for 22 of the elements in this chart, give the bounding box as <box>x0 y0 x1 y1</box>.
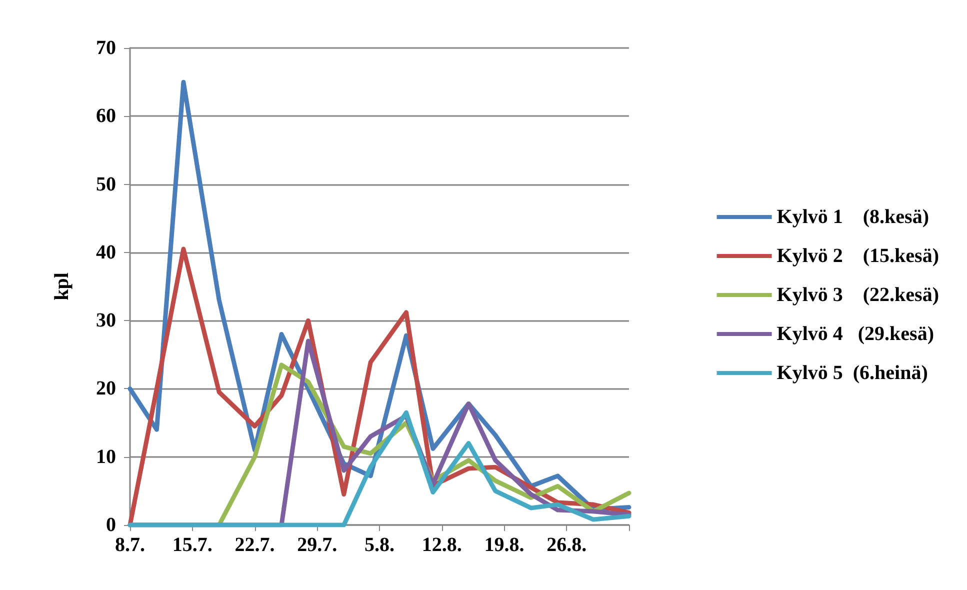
y-tick-label: 60 <box>96 105 116 128</box>
x-tick-label: 19.8. <box>484 534 524 556</box>
x-tick-label: 12.8. <box>422 534 462 556</box>
y-tick-label: 50 <box>96 173 116 196</box>
legend-label: Kylvö 2 (15.kesä) <box>776 245 939 267</box>
y-tick-label: 40 <box>96 241 116 264</box>
legend-label: Kylvö 1 (8.kesä) <box>776 206 929 228</box>
y-tick-label: 70 <box>96 37 116 59</box>
y-tick-label: 30 <box>96 310 116 332</box>
y-axis-title: kpl <box>51 272 73 300</box>
x-tick-label: 15.7. <box>172 534 212 556</box>
x-tick-label: 26.8. <box>546 534 587 556</box>
x-tick-label: 5.8. <box>364 534 394 556</box>
y-tick-label: 0 <box>106 514 116 536</box>
y-tick-label: 10 <box>96 446 116 468</box>
legend-label: Kylvö 5 (6.heinä) <box>776 362 928 384</box>
x-tick-label: 29.7. <box>297 534 338 556</box>
x-tick-label: 22.7. <box>234 534 275 556</box>
legend-label: Kylvö 3 (22.kesä) <box>776 284 939 306</box>
y-tick-label: 20 <box>96 378 116 400</box>
x-tick-label: 8.7. <box>115 534 145 556</box>
legend-label: Kylvö 4 (29.kesä) <box>776 323 934 345</box>
